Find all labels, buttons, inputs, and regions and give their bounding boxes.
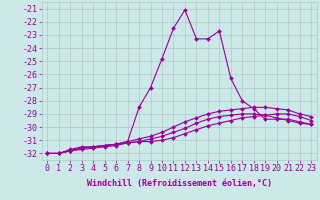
- X-axis label: Windchill (Refroidissement éolien,°C): Windchill (Refroidissement éolien,°C): [87, 179, 272, 188]
